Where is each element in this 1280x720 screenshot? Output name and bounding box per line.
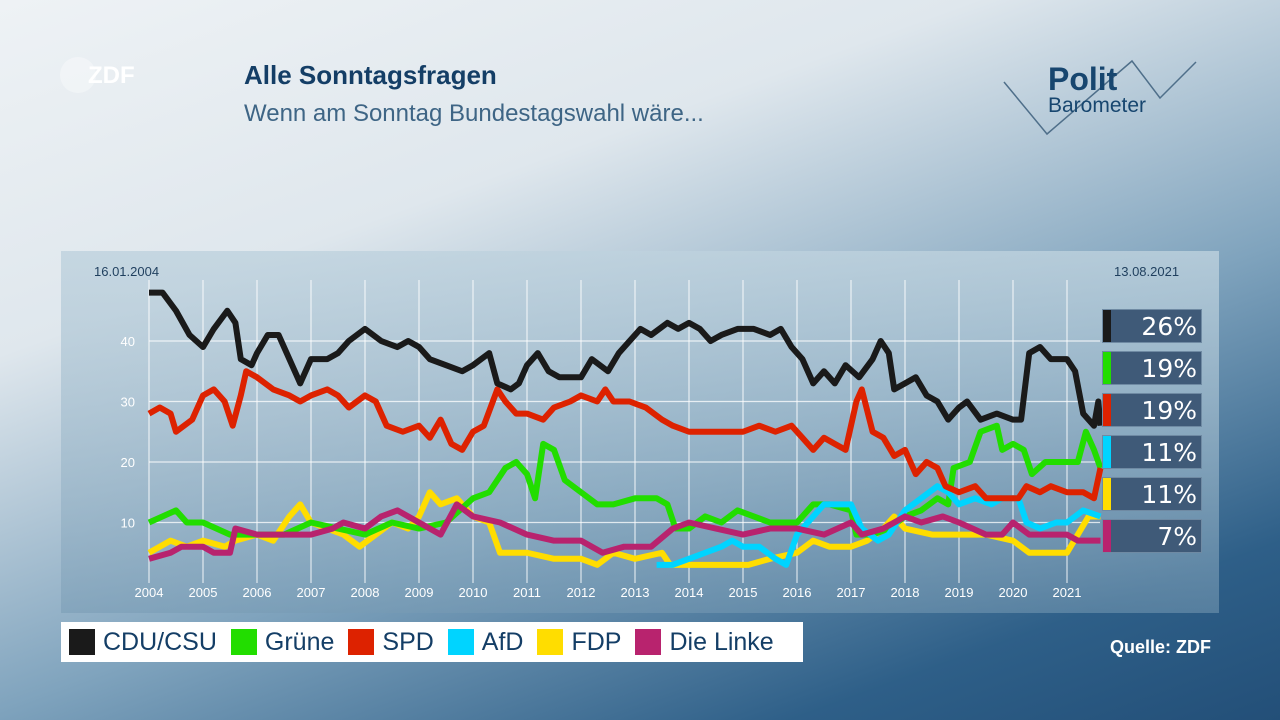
zdf-logo: ZDF — [60, 57, 135, 93]
series-color-swatch — [1103, 394, 1111, 426]
latest-value-box: 19% — [1102, 351, 1202, 385]
x-tick-label: 2007 — [297, 585, 326, 600]
legend-label: Die Linke — [669, 627, 774, 656]
latest-value: 19% — [1141, 396, 1197, 425]
x-tick-label: 2021 — [1053, 585, 1082, 600]
y-tick-label: 10 — [121, 516, 135, 531]
series-line-spd — [147, 368, 1104, 502]
legend-swatch — [635, 629, 662, 655]
svg-text:Barometer: Barometer — [1048, 94, 1146, 117]
latest-value-box: 19% — [1102, 393, 1202, 427]
series-color-swatch — [1103, 478, 1111, 510]
legend-item: Die Linke — [635, 627, 774, 657]
legend-label: SPD — [382, 627, 434, 656]
legend-swatch — [447, 629, 474, 655]
x-tick-label: 2004 — [135, 585, 164, 600]
series-color-swatch — [1103, 436, 1111, 468]
y-tick-label: 40 — [121, 334, 135, 349]
series-line-cdu-csu — [149, 289, 1104, 429]
latest-value-box: 11% — [1102, 477, 1202, 511]
latest-value-box: 7% — [1102, 519, 1202, 553]
legend-item: FDP — [537, 628, 621, 657]
x-tick-label: 2014 — [675, 585, 704, 600]
legend-item: Grüne — [230, 627, 335, 657]
x-tick-label: 2019 — [945, 585, 974, 600]
legend-item: CDU/CSU — [69, 628, 217, 657]
x-tick-label: 2009 — [405, 585, 434, 600]
legend-label: CDU/CSU — [103, 627, 217, 656]
legend-swatch — [230, 629, 257, 655]
svg-text:ZDF: ZDF — [88, 62, 135, 89]
latest-value: 11% — [1141, 480, 1197, 509]
legend-item: AfD — [447, 627, 524, 657]
y-tick-label: 20 — [121, 455, 135, 470]
series-line-fdp — [147, 489, 1101, 568]
legend: CDU/CSU Grüne SPD AfD FDP Die Linke — [61, 622, 803, 662]
y-tick-label: 30 — [121, 395, 135, 410]
x-tick-label: 2010 — [459, 585, 488, 600]
legend-item: SPD — [348, 627, 434, 657]
legend-label: AfD — [481, 627, 524, 656]
end-date-label: 13.08.2021 — [1114, 264, 1180, 279]
series-color-swatch — [1103, 520, 1111, 552]
x-tick-label: 2016 — [783, 585, 812, 600]
page-title: Alle Sonntagsfragen — [244, 60, 497, 90]
latest-value: 26% — [1141, 312, 1197, 341]
x-tick-label: 2017 — [837, 585, 866, 600]
x-tick-label: 2015 — [729, 585, 758, 600]
x-tick-label: 2018 — [891, 585, 920, 600]
series-color-swatch — [1103, 310, 1111, 342]
x-tick-label: 2008 — [351, 585, 380, 600]
legend-swatch — [69, 629, 95, 655]
latest-value-box: 11% — [1102, 435, 1202, 469]
x-tick-label: 2005 — [189, 585, 218, 600]
page-subtitle: Wenn am Sonntag Bundestagswahl wäre... — [244, 100, 704, 127]
legend-label: FDP — [571, 627, 622, 656]
source-label: Quelle: ZDF — [1110, 637, 1212, 657]
latest-value: 11% — [1141, 438, 1197, 467]
x-tick-label: 2020 — [999, 585, 1028, 600]
series-line-afd — [656, 483, 1102, 568]
x-tick-label: 2006 — [243, 585, 272, 600]
x-tick-label: 2011 — [513, 585, 541, 600]
latest-value-box: 26% — [1102, 309, 1202, 343]
latest-value: 7% — [1157, 522, 1197, 551]
start-date-label: 16.01.2004 — [94, 264, 160, 279]
x-tick-label: 2013 — [621, 585, 650, 600]
legend-swatch — [537, 629, 564, 655]
svg-text:Polit: Polit — [1048, 61, 1118, 97]
series-color-swatch — [1103, 352, 1111, 384]
legend-swatch — [348, 629, 375, 655]
legend-label: Grüne — [264, 627, 335, 656]
latest-value: 19% — [1141, 354, 1197, 383]
x-tick-label: 2012 — [567, 585, 596, 600]
series-line-die-linke — [148, 501, 1101, 562]
politbarometer-logo: Polit Barometer — [1003, 59, 1197, 136]
